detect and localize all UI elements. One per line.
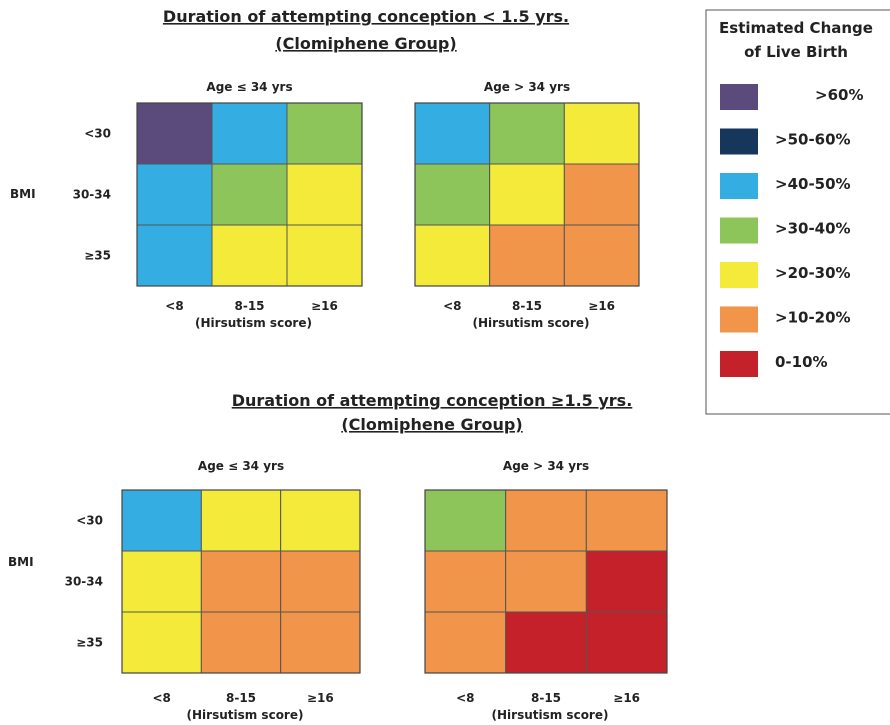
heatmap-cell (121, 550, 202, 613)
legend-label: >20-30% (775, 264, 851, 282)
legend-label: >40-50% (775, 175, 851, 193)
heatmap-cell (211, 163, 288, 226)
legend-label: 0-10% (775, 353, 828, 371)
y-axis-label: BMI (10, 187, 36, 201)
x-axis-label: (Hirsutism score) (473, 316, 590, 330)
column-label: <8 (165, 299, 183, 313)
heatmap-cell (286, 163, 363, 226)
heatmap-cell (505, 489, 587, 552)
panel-border (424, 489, 668, 674)
heatmap-cell (211, 102, 288, 165)
column-label: <8 (152, 691, 170, 705)
column-label: <8 (456, 691, 474, 705)
legend-label: >10-20% (775, 309, 851, 327)
row-label: 30-34 (73, 188, 111, 202)
heatmap-cell (200, 611, 282, 674)
panel-border (121, 489, 361, 674)
heatmap-cell (424, 550, 507, 613)
chart-subtitle: (Clomiphene Group) (275, 34, 456, 53)
row-label: ≥35 (84, 249, 111, 263)
heatmap-cell (121, 611, 202, 674)
y-axis-label: BMI (8, 555, 34, 569)
panel-title: Age > 34 yrs (484, 80, 570, 94)
legend-swatch (720, 84, 758, 110)
column-label: ≥16 (307, 691, 334, 705)
legend-label: >30-40% (775, 220, 851, 238)
heatmap-panel: Age > 34 yrs <8 8-15 ≥16 (Hirsutism score) (414, 80, 640, 330)
legend-swatch (720, 128, 758, 155)
chart-title: Duration of attempting conception ≥1.5 y… (232, 391, 633, 410)
heatmap-cell (280, 611, 361, 674)
heatmap-panel: Age ≤ 34 yrs <30 30-34 ≥35 BMI <8 8-15 ≥16(Hirs… (8, 459, 361, 722)
heatmap-cell (200, 550, 282, 613)
legend-swatch (720, 351, 758, 377)
column-label: 8-15 (226, 691, 256, 705)
column-label: <8 (443, 299, 461, 313)
heatmap-cell (505, 611, 587, 674)
legend-title: of Live Birth (744, 43, 848, 61)
row-label: <30 (84, 127, 111, 141)
legend-swatch (720, 306, 758, 333)
x-axis-label: (Hirsutism score) (195, 316, 312, 330)
column-label: ≥16 (588, 299, 615, 313)
column-label: ≥16 (613, 691, 640, 705)
heatmap-cell (424, 611, 507, 674)
panel-title: Age ≤ 34 yrs (206, 80, 292, 94)
heatmap-cell (136, 163, 213, 226)
column-label: 8-15 (531, 691, 561, 705)
heatmap-cell (136, 224, 213, 287)
heatmap-cell (280, 550, 361, 613)
heatmap-cell (424, 489, 507, 552)
column-label: 8-15 (512, 299, 542, 313)
legend-swatch (720, 217, 758, 244)
column-label: ≥16 (311, 299, 338, 313)
chart-title: Duration of attempting conception < 1.5 … (163, 7, 569, 26)
panel-title: Age ≤ 34 yrs (198, 459, 284, 473)
legend: Estimated Change of Live Birth >60% >50-60%… (705, 9, 890, 415)
heatmap-cell (585, 489, 668, 552)
heatmap-cell (121, 489, 202, 552)
heatmap-cell (200, 489, 282, 552)
panel-border (136, 102, 363, 287)
legend-swatch (720, 262, 758, 288)
legend-title: Estimated Change (719, 19, 873, 37)
heatmap-panel: Age > 34 yrs <8 8-15 ≥16 (Hirsutism score) (424, 459, 668, 722)
heatmap-cell (563, 102, 640, 165)
heatmap-cell (563, 163, 640, 226)
heatmap-cell (489, 102, 565, 165)
heatmap-cell (489, 224, 565, 287)
row-label: <30 (76, 514, 103, 528)
legend-box (705, 9, 890, 415)
heatmap-cell (280, 489, 361, 552)
legend-label: >50-60% (775, 131, 851, 149)
heatmap-cell (414, 102, 491, 165)
row-label: ≥35 (76, 636, 103, 650)
chart-subtitle: (Clomiphene Group) (341, 415, 522, 434)
heatmap-cell (136, 102, 213, 165)
heatmap-cell (414, 224, 491, 287)
panel-border (414, 102, 640, 287)
heatmap-cell (211, 224, 288, 287)
x-axis-label: (Hirsutism score) (492, 708, 609, 722)
heatmap-cell (585, 611, 668, 674)
chart-group-1: Duration of attempting conception < 1.5 … (10, 7, 640, 330)
heatmap-panel: Age ≤ 34 yrs <30 30-34 ≥35 BMI <8 8-15 ≥16 (Hirs… (10, 80, 363, 330)
legend-swatch (720, 173, 758, 199)
panel-title: Age > 34 yrs (503, 459, 589, 473)
heatmap-cell (414, 163, 491, 226)
row-label: 30-34 (65, 575, 103, 589)
heatmap-cell (489, 163, 565, 226)
heatmap-cell (563, 224, 640, 287)
chart-group-2: Duration of attempting conception ≥1.5 y… (8, 391, 668, 722)
heatmap-cell (585, 550, 668, 613)
x-axis-label: (Hirsutism score) (187, 708, 304, 722)
heatmap-cell (505, 550, 587, 613)
heatmap-cell (286, 224, 363, 287)
column-label: 8-15 (234, 299, 264, 313)
legend-label: >60% (815, 86, 863, 104)
heatmap-cell (286, 102, 363, 165)
